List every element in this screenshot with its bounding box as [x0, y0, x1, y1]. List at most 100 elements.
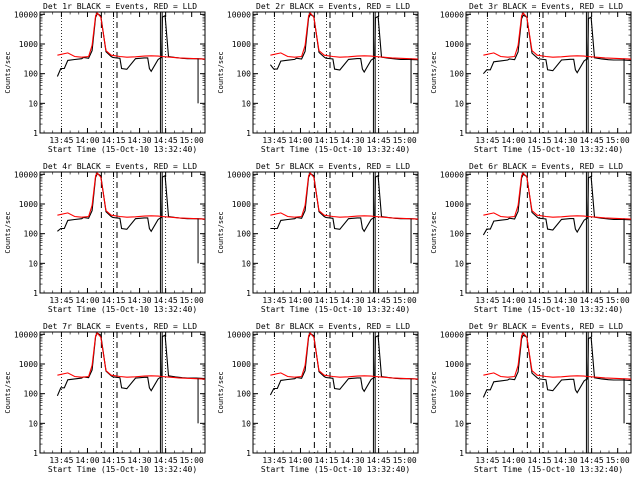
x-tick-label: 13:45	[49, 296, 73, 305]
x-tick-label: 14:15	[101, 296, 125, 305]
plot-frame	[252, 331, 419, 454]
y-tick-label: 1000	[232, 360, 251, 369]
y-tick-label: 1000	[19, 200, 38, 209]
x-tick-label: 15:00	[180, 136, 204, 145]
y-tick-label: 10000	[227, 10, 251, 19]
y-axis-label: Counts/sec	[217, 371, 225, 413]
x-tick-label: 14:15	[527, 456, 551, 465]
x-axis-label: Start Time (15-Oct-10 13:32:40)	[48, 145, 197, 154]
x-axis-label: Start Time (15-Oct-10 13:32:40)	[474, 305, 623, 314]
detector-panel: Det 1r BLACK = Events, RED = LLD 1 10 100 10…	[0, 0, 213, 160]
panel-title: Det 8r BLACK = Events, RED = LLD	[256, 322, 410, 331]
y-axis-label: Counts/sec	[4, 371, 12, 413]
y-tick-label: 1	[459, 449, 464, 458]
x-axis-label: Start Time (15-Oct-10 13:32:40)	[474, 145, 623, 154]
x-tick-label: 14:45	[580, 136, 604, 145]
y-tick-label: 1	[246, 289, 251, 298]
detector-plot: Det 5r BLACK = Events, RED = LLD 1 10 100 10…	[217, 162, 419, 314]
x-tick-label: 14:45	[154, 456, 178, 465]
panel-title: Det 9r BLACK = Events, RED = LLD	[469, 322, 623, 331]
y-tick-label: 100	[450, 70, 465, 79]
x-tick-label: 14:00	[288, 456, 312, 465]
events-series-line	[269, 332, 419, 396]
detector-panel: Det 2r BLACK = Events, RED = LLD 1 10 100 10…	[213, 0, 426, 160]
x-tick-label: 14:15	[101, 136, 125, 145]
detector-plot: Det 9r BLACK = Events, RED = LLD 1 10 100 10…	[430, 322, 632, 474]
y-tick-label: 1000	[445, 360, 464, 369]
x-tick-label: 14:45	[367, 296, 391, 305]
lld-series-line	[483, 12, 632, 60]
x-tick-label: 14:00	[288, 296, 312, 305]
x-tick-label: 14:45	[154, 296, 178, 305]
detector-plot: Det 3r BLACK = Events, RED = LLD 1 10 100 10…	[430, 2, 632, 154]
y-tick-label: 1000	[19, 40, 38, 49]
y-tick-label: 1000	[445, 40, 464, 49]
events-series-line	[57, 172, 206, 233]
y-tick-label: 100	[237, 230, 252, 239]
x-tick-label: 14:45	[367, 136, 391, 145]
x-tick-label: 13:45	[262, 296, 286, 305]
x-tick-label: 13:45	[49, 456, 73, 465]
x-tick-label: 15:00	[393, 136, 417, 145]
x-tick-label: 14:15	[527, 136, 551, 145]
y-tick-label: 10000	[227, 170, 251, 179]
plot-frame	[465, 171, 632, 294]
x-tick-label: 15:00	[606, 296, 630, 305]
x-tick-label: 14:15	[101, 456, 125, 465]
x-tick-label: 14:30	[128, 456, 152, 465]
y-axis-label: Counts/sec	[430, 211, 438, 253]
y-tick-label: 10000	[14, 170, 38, 179]
y-axis-label: Counts/sec	[4, 51, 12, 93]
panel-title: Det 2r BLACK = Events, RED = LLD	[256, 2, 410, 11]
x-tick-label: 13:45	[262, 136, 286, 145]
y-tick-label: 10000	[14, 10, 38, 19]
detector-panel: Det 5r BLACK = Events, RED = LLD 1 10 100 10…	[213, 160, 426, 320]
detector-panel: Det 4r BLACK = Events, RED = LLD 1 10 100 10…	[0, 160, 213, 320]
x-tick-label: 14:45	[580, 296, 604, 305]
lld-series-line	[57, 12, 206, 60]
x-axis-label: Start Time (15-Oct-10 13:32:40)	[48, 305, 197, 314]
x-tick-label: 14:00	[288, 136, 312, 145]
plot-frame	[39, 11, 206, 134]
x-axis-label: Start Time (15-Oct-10 13:32:40)	[261, 465, 410, 474]
panel-title: Det 1r BLACK = Events, RED = LLD	[43, 2, 197, 11]
x-tick-label: 14:00	[75, 136, 99, 145]
y-tick-label: 10	[28, 259, 38, 268]
y-tick-label: 10000	[14, 330, 38, 339]
x-tick-label: 14:30	[554, 296, 578, 305]
x-tick-label: 13:45	[475, 296, 499, 305]
events-series-line	[270, 172, 419, 233]
y-tick-label: 10000	[227, 330, 251, 339]
plot-frame	[39, 331, 206, 454]
x-tick-label: 15:00	[606, 456, 630, 465]
y-tick-label: 10000	[440, 330, 464, 339]
detector-plot: Det 8r BLACK = Events, RED = LLD 1 10 100 10…	[217, 322, 419, 474]
x-tick-label: 14:30	[554, 136, 578, 145]
y-axis-label: Counts/sec	[430, 371, 438, 413]
panel-title: Det 5r BLACK = Events, RED = LLD	[256, 162, 410, 171]
x-tick-label: 14:45	[580, 456, 604, 465]
y-tick-label: 10	[28, 419, 38, 428]
x-tick-label: 14:00	[75, 296, 99, 305]
detector-plot: Det 2r BLACK = Events, RED = LLD 1 10 100 10…	[217, 2, 419, 154]
lld-series-line	[57, 332, 206, 380]
x-axis-label: Start Time (15-Oct-10 13:32:40)	[261, 145, 410, 154]
y-tick-label: 1	[33, 289, 38, 298]
y-axis-label: Counts/sec	[430, 51, 438, 93]
x-tick-label: 14:30	[128, 296, 152, 305]
y-tick-label: 100	[237, 390, 252, 399]
x-tick-label: 13:45	[475, 136, 499, 145]
panel-title: Det 3r BLACK = Events, RED = LLD	[469, 2, 623, 11]
x-tick-label: 15:00	[180, 296, 204, 305]
y-tick-label: 1	[33, 129, 38, 138]
x-tick-label: 14:30	[341, 456, 365, 465]
y-tick-label: 10000	[440, 10, 464, 19]
plot-frame	[252, 171, 419, 294]
y-tick-label: 1	[33, 449, 38, 458]
events-series-line	[482, 173, 632, 236]
y-tick-label: 1	[459, 129, 464, 138]
y-tick-label: 100	[24, 390, 39, 399]
events-series-line	[56, 12, 206, 77]
detector-plot: Det 6r BLACK = Events, RED = LLD 1 10 100 10…	[430, 162, 632, 314]
